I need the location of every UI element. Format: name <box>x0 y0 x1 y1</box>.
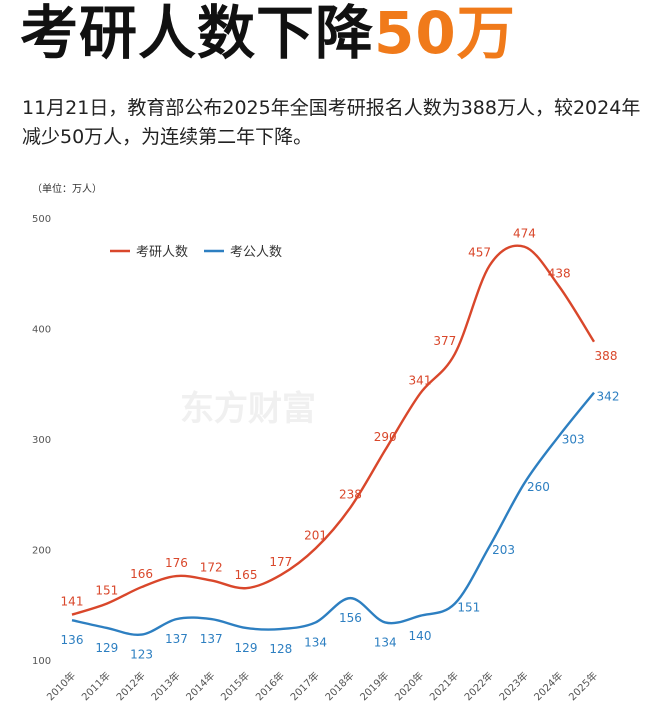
data-label: 238 <box>339 488 362 502</box>
data-label: 129 <box>95 641 118 655</box>
legend: 考研人数 考公人数 <box>110 245 282 260</box>
data-label: 341 <box>409 374 432 388</box>
x-tick-label: 2012年 <box>113 669 147 703</box>
x-tick-label: 2025年 <box>566 669 600 703</box>
legend-label: 考研人数 <box>136 245 188 260</box>
data-label: 203 <box>492 543 515 557</box>
x-tick-label: 2014年 <box>183 669 217 703</box>
data-labels: 141 151 166 176 172 165 177 201 238 290 341 377 457 4… <box>61 227 620 662</box>
headline: 考研人数下降50万 <box>20 0 516 72</box>
series-line-red <box>71 244 596 616</box>
data-label: 176 <box>165 556 188 570</box>
data-label: 140 <box>409 629 432 643</box>
series-lines <box>71 244 596 637</box>
headline-text: 考研人数下降 <box>20 0 375 67</box>
x-tick-label: 2015年 <box>218 669 252 703</box>
headline-accent: 50万 <box>374 0 516 67</box>
data-label: 388 <box>595 349 618 363</box>
data-label: 129 <box>235 641 258 655</box>
data-label: 290 <box>374 430 397 444</box>
data-label: 134 <box>304 635 327 649</box>
data-label: 457 <box>468 246 491 260</box>
x-tick-label: 2016年 <box>253 669 287 703</box>
x-tick-label: 2024年 <box>531 669 565 703</box>
data-label: 137 <box>200 632 223 646</box>
x-tick-label: 2017年 <box>287 669 321 703</box>
x-tick-label: 2019年 <box>357 669 391 703</box>
data-label: 474 <box>513 227 536 241</box>
unit-label: （单位：万人） <box>32 182 102 195</box>
data-label: 123 <box>130 648 153 662</box>
data-label: 177 <box>269 555 292 569</box>
data-label: 151 <box>457 601 480 615</box>
x-tick-label: 2011年 <box>79 669 113 703</box>
data-label: 303 <box>562 433 585 447</box>
y-tick-label: 400 <box>32 325 51 336</box>
data-label: 166 <box>130 567 153 581</box>
data-label: 342 <box>597 390 620 404</box>
x-axis: 2010年 2011年 2012年 2013年 2014年 2015年 2016年 2017年… <box>44 669 600 703</box>
y-tick-label: 300 <box>32 435 51 446</box>
x-tick-label: 2021年 <box>427 669 461 703</box>
data-label: 201 <box>304 528 327 542</box>
x-tick-label: 2022年 <box>461 669 495 703</box>
summary-text: 11月21日，教育部公布2025年全国考研报名人数为388万人，较2024年减少… <box>22 97 641 148</box>
data-label: 137 <box>165 632 188 646</box>
data-label: 136 <box>61 633 84 647</box>
x-tick-label: 2020年 <box>392 669 426 703</box>
data-label: 172 <box>200 560 223 574</box>
legend-label: 考公人数 <box>230 245 282 260</box>
y-tick-label: 100 <box>32 656 51 667</box>
x-tick-label: 2010年 <box>44 669 78 703</box>
x-tick-label: 2023年 <box>496 669 530 703</box>
y-tick-label: 500 <box>32 214 51 225</box>
data-label: 438 <box>548 267 571 281</box>
data-label: 141 <box>61 595 84 609</box>
y-tick-label: 200 <box>32 546 51 557</box>
watermark: 东方财富 <box>180 389 316 429</box>
data-label: 165 <box>235 568 258 582</box>
data-label: 128 <box>269 642 292 656</box>
x-tick-label: 2013年 <box>148 669 182 703</box>
data-label: 260 <box>527 480 550 494</box>
data-label: 377 <box>433 334 456 348</box>
data-label: 156 <box>339 611 362 625</box>
data-label: 134 <box>374 635 397 649</box>
x-tick-label: 2018年 <box>322 669 356 703</box>
data-label: 151 <box>95 584 118 598</box>
series-line-blue <box>71 391 595 637</box>
y-axis: 100 200 300 400 500 <box>32 214 51 667</box>
